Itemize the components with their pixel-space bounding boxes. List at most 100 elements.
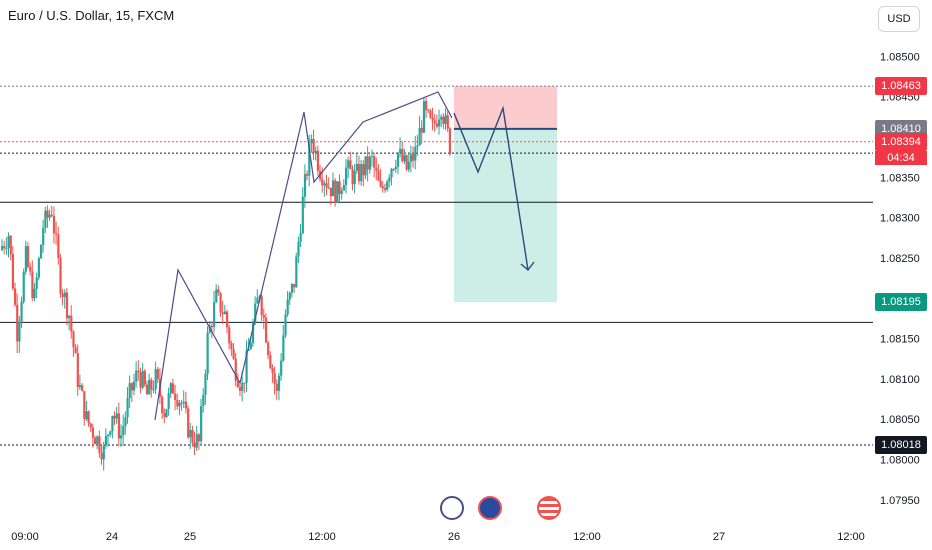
candle	[364, 156, 367, 180]
price-tag-top-level: 1.08463	[875, 77, 927, 96]
candle-body	[29, 266, 32, 272]
y-tick-label: 1.08050	[880, 414, 920, 426]
candle	[165, 408, 168, 418]
candle	[57, 226, 60, 265]
y-tick-label: 1.08150	[880, 334, 920, 346]
candle-body	[24, 246, 27, 272]
candle-body	[18, 321, 21, 342]
candle-body	[156, 369, 159, 379]
candle	[115, 407, 118, 424]
candle	[370, 149, 374, 167]
us-flag-icon[interactable]	[537, 496, 561, 520]
candle-body	[223, 311, 227, 315]
candle	[444, 108, 447, 131]
candle	[100, 443, 103, 465]
candle-body	[39, 244, 43, 259]
candle-body	[46, 210, 49, 218]
candle	[78, 374, 82, 391]
candle	[360, 159, 363, 186]
candle	[234, 352, 237, 387]
candle	[137, 360, 140, 381]
candle-body	[284, 314, 287, 336]
candle	[117, 402, 121, 447]
candle	[342, 179, 346, 191]
candle	[226, 309, 229, 334]
candle-body	[260, 296, 263, 315]
x-tick-label: 25	[184, 531, 196, 543]
candle	[22, 268, 25, 304]
candle	[24, 240, 27, 275]
candle	[39, 243, 43, 259]
candle	[433, 114, 436, 132]
candle-body	[94, 437, 97, 445]
y-tick-label: 1.08500	[880, 51, 920, 63]
candle-body	[301, 196, 304, 234]
candle-body	[26, 246, 30, 267]
y-tick-label: 1.07950	[880, 495, 920, 507]
candle-body	[163, 413, 166, 418]
candle	[44, 206, 47, 234]
candle	[141, 363, 144, 390]
candle-body	[262, 314, 265, 318]
candle-body	[418, 127, 421, 146]
candle-body	[362, 164, 365, 176]
candle	[5, 237, 8, 256]
candle	[442, 112, 445, 130]
candle-body	[375, 167, 378, 172]
candle	[284, 309, 287, 339]
y-tick-label: 1.08300	[880, 213, 920, 225]
x-tick-label: 27	[713, 531, 725, 543]
candle-body	[22, 271, 25, 302]
candle	[130, 382, 134, 403]
candle	[76, 344, 79, 396]
candle-body	[221, 312, 224, 315]
eu-flag-icon[interactable]	[478, 496, 502, 520]
candle	[383, 183, 387, 193]
candle	[403, 148, 406, 165]
candle-body	[98, 436, 101, 453]
candle-body	[334, 180, 337, 204]
candle	[275, 379, 278, 400]
candle-body	[13, 288, 17, 305]
candle-body	[282, 335, 285, 361]
candle-body	[35, 277, 38, 289]
x-tick-label: 12:00	[573, 531, 601, 543]
candle-body	[31, 271, 34, 299]
candle-body	[191, 429, 194, 443]
candle	[267, 340, 270, 360]
candle	[107, 433, 110, 447]
candle	[169, 382, 172, 399]
candle	[126, 387, 129, 424]
candle-body	[433, 120, 436, 124]
candle-body	[368, 156, 371, 170]
candle-body	[386, 181, 389, 190]
candle-body	[325, 183, 328, 188]
lightning-event-icon[interactable]	[440, 496, 464, 520]
candle	[195, 425, 198, 451]
candle-body	[3, 246, 6, 248]
candle	[271, 364, 274, 383]
bar-countdown: 04:34	[875, 150, 927, 165]
candle	[332, 172, 335, 197]
candle	[197, 432, 201, 450]
candle-body	[204, 373, 207, 395]
candle-body	[323, 183, 326, 186]
candle	[16, 293, 19, 354]
candle-body	[286, 299, 289, 315]
candle-body	[364, 156, 367, 176]
candle-body	[215, 289, 218, 303]
candle	[148, 373, 151, 395]
candle-body	[383, 188, 387, 190]
candle-body	[290, 283, 294, 293]
candle-body	[208, 325, 211, 333]
candle-body	[87, 411, 90, 424]
chart-title: Euro / U.S. Dollar, 15, FXCM	[8, 8, 175, 23]
candle	[336, 181, 339, 204]
candle-body	[219, 292, 222, 313]
candle	[104, 428, 108, 449]
currency-button[interactable]: USD	[878, 6, 920, 32]
x-tick-label: 24	[106, 531, 118, 543]
candle	[366, 146, 369, 182]
candle-body	[48, 214, 51, 218]
